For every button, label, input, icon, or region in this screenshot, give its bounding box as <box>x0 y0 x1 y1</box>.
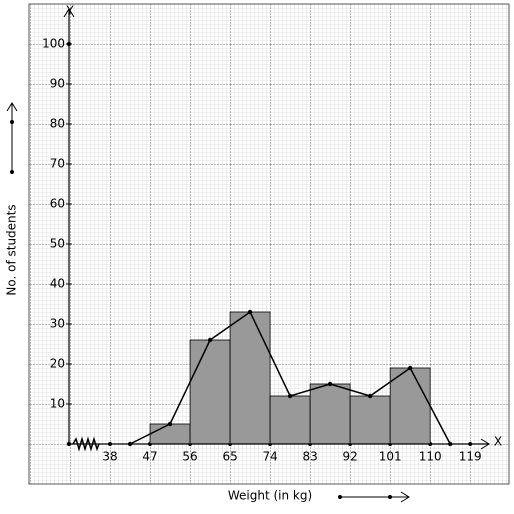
x-arrow <box>480 438 490 450</box>
arrow-dot <box>10 120 14 124</box>
direction-arrow <box>6 102 410 503</box>
x-tick-label: 74 <box>262 450 277 464</box>
y-tick-label: 20 <box>50 357 65 371</box>
y-tick-label: 90 <box>50 77 65 91</box>
y-axis-letter: Y <box>65 4 74 18</box>
x-tick-label: 38 <box>102 450 117 464</box>
polygon-point <box>327 381 333 387</box>
bar <box>189 339 231 445</box>
x-tick-label: 119 <box>459 450 482 464</box>
arrow-head <box>400 491 410 503</box>
y-tick-label: 10 <box>50 397 65 411</box>
polygon-point <box>367 393 373 399</box>
y-tick-label: 60 <box>50 197 65 211</box>
polygon-point <box>167 421 173 427</box>
arrow-dot <box>388 495 392 499</box>
axes: X Y <box>63 4 502 452</box>
bar <box>269 395 311 445</box>
x-axis-title: Weight (in kg) <box>228 489 312 503</box>
axis-break <box>72 436 100 452</box>
y-tick-label: 70 <box>50 157 65 171</box>
arrow-dot <box>10 170 14 174</box>
x-tick-label: 56 <box>182 450 197 464</box>
polygon-point <box>407 365 413 371</box>
axis-dot <box>66 41 72 47</box>
x-tick-label: 101 <box>379 450 402 464</box>
arrow-dot <box>338 495 342 499</box>
y-tick-label: 100 <box>42 37 65 51</box>
y-axis-title: No. of students <box>5 204 19 295</box>
bar <box>229 311 271 445</box>
y-tick-label: 80 <box>50 117 65 131</box>
bar <box>389 367 431 445</box>
y-arrow <box>63 8 75 18</box>
y-tick-label: 30 <box>50 317 65 331</box>
x-tick-label: 65 <box>222 450 237 464</box>
x-tick-label: 83 <box>302 450 317 464</box>
x-tick-label: 47 <box>142 450 157 464</box>
polygon-point <box>247 309 253 315</box>
y-tick-label: 40 <box>50 277 65 291</box>
polygon-point <box>287 393 293 399</box>
origin-dot <box>66 441 72 447</box>
bar <box>349 395 391 445</box>
x-axis-letter: X <box>494 435 502 449</box>
polygon-point <box>207 337 213 343</box>
x-tick-label: 92 <box>343 450 358 464</box>
bar <box>149 423 191 445</box>
arrow-head <box>6 102 18 112</box>
y-tick-label: 50 <box>50 237 65 251</box>
x-tick-label: 110 <box>419 450 442 464</box>
bar <box>309 383 351 445</box>
